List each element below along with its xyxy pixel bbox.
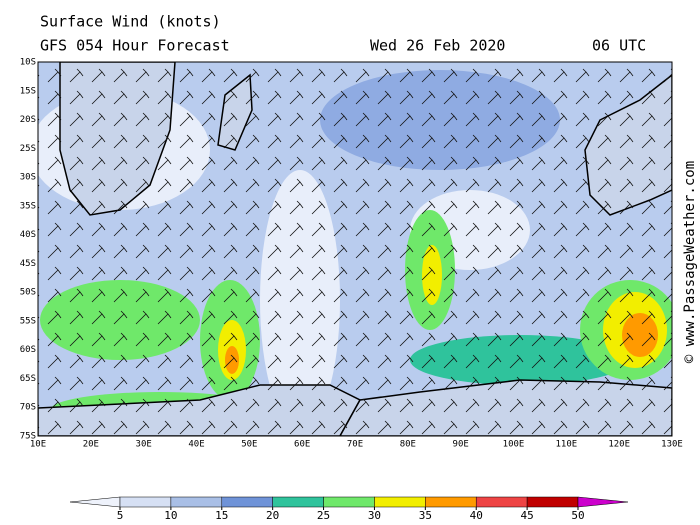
legend-label: 5 [117, 509, 124, 522]
legend-swatch [323, 496, 375, 508]
lon-label: 80E [400, 440, 416, 450]
lon-label: 40E [188, 440, 204, 450]
time: 06 UTC [592, 37, 646, 55]
lon-label: 50E [241, 440, 257, 450]
legend-swatch [272, 496, 324, 508]
map [38, 62, 672, 436]
legend-label: 40 [470, 509, 483, 522]
legend-swatch [221, 496, 273, 508]
lat-label: 40S [20, 230, 36, 240]
lat-label: 50S [20, 288, 36, 298]
lon-label: 90E [453, 440, 469, 450]
lat-label: 65S [20, 374, 36, 384]
legend-label: 20 [266, 509, 279, 522]
lat-label: 15S [20, 86, 36, 96]
subtitle: GFS 054 Hour Forecast [40, 37, 230, 55]
lon-label: 30E [136, 440, 152, 450]
legend-swatch [170, 496, 223, 508]
lat-label: 10S [20, 58, 36, 68]
lat-label: 20S [20, 115, 36, 125]
map-frame [37, 61, 673, 437]
lon-label: 130E [661, 440, 683, 450]
lat-label: 35S [20, 201, 36, 211]
lat-label: 75S [20, 432, 36, 442]
legend-high [577, 496, 629, 508]
legend-swatch [374, 496, 426, 508]
lat-label: 25S [20, 144, 36, 154]
lon-label: 20E [83, 440, 99, 450]
legend-swatch [425, 496, 477, 508]
lon-label: 110E [555, 440, 577, 450]
legend-label: 35 [419, 509, 432, 522]
lon-label: 10E [30, 440, 46, 450]
lon-label: 60E [294, 440, 310, 450]
legend-label: 30 [368, 509, 381, 522]
lat-label: 45S [20, 259, 36, 269]
legend-label: 50 [571, 509, 584, 522]
lon-label: 100E [503, 440, 525, 450]
legend-swatch [526, 496, 579, 508]
lon-label: 70E [347, 440, 363, 450]
lat-label: 30S [20, 173, 36, 183]
lon-label: 120E [608, 440, 630, 450]
legend-label: 25 [317, 509, 330, 522]
title: Surface Wind (knots) [40, 13, 221, 31]
legend-label: 45 [520, 509, 533, 522]
legend-low [69, 496, 121, 508]
copyright: © www.PassageWeather.com [682, 161, 698, 363]
lat-label: 55S [20, 316, 36, 326]
legend-swatch [475, 496, 528, 508]
date: Wed 26 Feb 2020 [370, 37, 505, 55]
lat-label: 70S [20, 403, 36, 413]
legend-label: 10 [164, 509, 177, 522]
lat-label: 60S [20, 345, 36, 355]
legend-swatch [119, 496, 172, 508]
legend-label: 15 [215, 509, 228, 522]
